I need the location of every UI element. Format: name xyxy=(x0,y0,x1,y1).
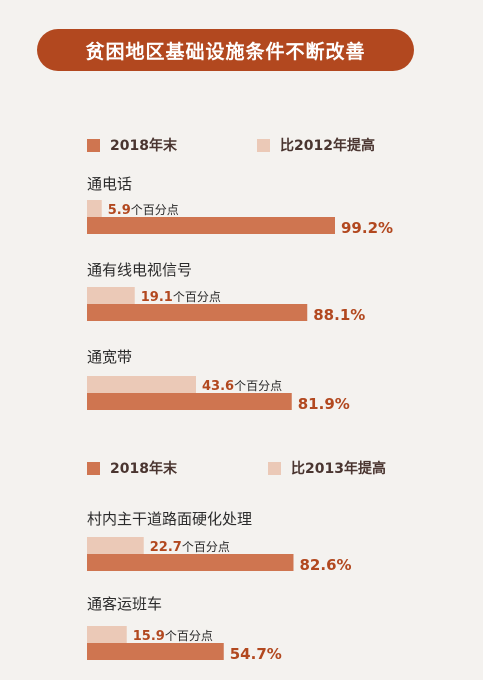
legend-label: 2018年末 xyxy=(110,138,177,154)
data-label-2018: 88.1% xyxy=(313,306,365,324)
bar-increase xyxy=(87,200,102,217)
legend-swatch-main xyxy=(87,138,100,152)
bar-2018 xyxy=(87,643,224,660)
data-label-2018: 99.2% xyxy=(341,219,393,237)
legend-label: 比2013年提高 xyxy=(291,461,386,477)
bar-2018 xyxy=(87,393,292,410)
legend-label: 比2012年提高 xyxy=(280,138,375,154)
legend-item-increase-2012: 比2012年提高 xyxy=(257,134,375,156)
legend-swatch-main xyxy=(87,461,100,475)
legend-swatch-diff xyxy=(257,138,270,152)
data-label-2018: 54.7% xyxy=(230,645,282,663)
data-label-2018: 81.9% xyxy=(298,395,350,413)
bar-2018 xyxy=(87,217,335,234)
legend-item-2018-group2: 2018年末 xyxy=(87,457,177,479)
data-label-increase: 43.6个百分点 xyxy=(202,379,282,394)
bar-increase xyxy=(87,537,144,554)
category-label-cable-tv: 通有线电视信号 xyxy=(87,261,193,279)
legend-label: 2018年末 xyxy=(110,461,177,477)
legend-swatch-diff xyxy=(268,461,281,475)
bar-increase xyxy=(87,626,127,643)
legend-item-increase-2013: 比2013年提高 xyxy=(268,457,386,479)
category-label-bus-service: 通客运班车 xyxy=(87,595,163,613)
data-label-increase: 15.9个百分点 xyxy=(133,629,213,644)
page-title: 贫困地区基础设施条件不断改善 xyxy=(37,29,414,71)
data-label-2018: 82.6% xyxy=(300,556,352,574)
data-label-increase: 5.9个百分点 xyxy=(108,203,179,218)
category-label-road-hardening: 村内主干道路面硬化处理 xyxy=(87,510,253,528)
legend-item-2018-group1: 2018年末 xyxy=(87,134,177,156)
bar-increase xyxy=(87,376,196,393)
bar-increase xyxy=(87,287,135,304)
data-label-increase: 19.1个百分点 xyxy=(141,290,221,305)
category-label-broadband: 通宽带 xyxy=(87,348,133,366)
category-label-phone: 通电话 xyxy=(87,175,133,193)
bar-2018 xyxy=(87,554,294,571)
bar-2018 xyxy=(87,304,308,321)
data-label-increase: 22.7个百分点 xyxy=(150,540,230,555)
